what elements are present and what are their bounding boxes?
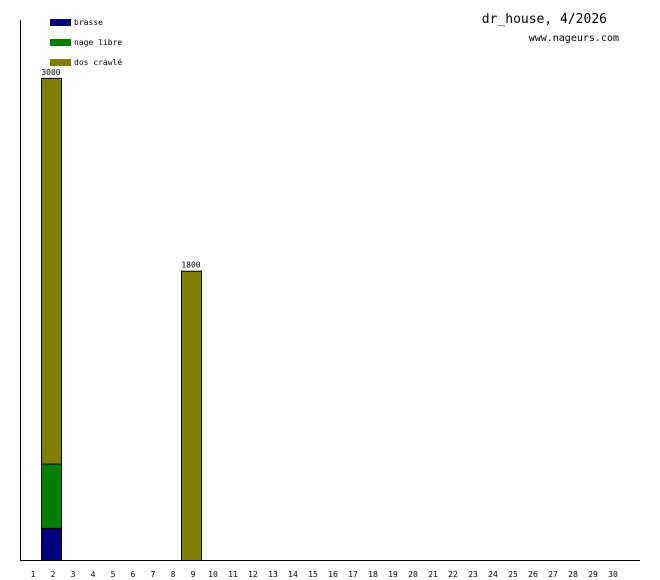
chart-subtitle: www.nageurs.com <box>529 33 619 44</box>
legend: brasse nage libre dos crawlé <box>50 18 122 67</box>
value-labels: 3000 1800 <box>41 68 200 270</box>
legend-swatch-2 <box>50 59 71 66</box>
x-tick-13: 13 <box>268 570 278 579</box>
bar-2-nage-libre <box>41 463 62 529</box>
legend-label-2: dos crawlé <box>74 57 122 67</box>
x-tick-9: 9 <box>191 570 196 579</box>
x-tick-20: 20 <box>408 570 418 579</box>
x-tick-22: 22 <box>448 570 458 579</box>
x-tick-1: 1 <box>31 570 36 579</box>
x-tick-15: 15 <box>308 570 318 579</box>
x-tick-6: 6 <box>131 570 136 579</box>
x-tick-26: 26 <box>528 570 538 579</box>
x-tick-17: 17 <box>348 570 358 579</box>
x-tick-27: 27 <box>548 570 558 579</box>
x-tick-2: 2 <box>51 570 56 579</box>
total-label-9: 1800 <box>181 261 200 270</box>
chart-title: dr_house, 4/2026 <box>482 12 607 27</box>
x-tick-10: 10 <box>208 570 218 579</box>
legend-swatch-0 <box>50 19 71 26</box>
x-tick-4: 4 <box>91 570 96 579</box>
x-tick-8: 8 <box>171 570 176 579</box>
x-tick-3: 3 <box>71 570 76 579</box>
bar-2-dos-crawlé <box>41 77 62 465</box>
x-tick-18: 18 <box>368 570 378 579</box>
legend-label-0: brasse <box>74 18 103 27</box>
x-tick-16: 16 <box>328 570 338 579</box>
x-tick-21: 21 <box>428 570 438 579</box>
x-tick-28: 28 <box>568 570 578 579</box>
legend-label-1: nage libre <box>74 38 122 47</box>
bar-9-dos-crawlé <box>181 270 202 561</box>
bar-2-brasse <box>41 527 62 561</box>
legend-swatch-1 <box>50 39 71 46</box>
x-tick-12: 12 <box>248 570 258 579</box>
x-tick-19: 19 <box>388 570 398 579</box>
x-tick-29: 29 <box>588 570 598 579</box>
x-tick-14: 14 <box>288 570 298 579</box>
x-tick-23: 23 <box>468 570 478 579</box>
bars <box>41 77 202 561</box>
x-tick-7: 7 <box>151 570 156 579</box>
x-tick-25: 25 <box>508 570 518 579</box>
x-tick-labels: 1 2 3 4 5 6 7 8 9 10 11 12 13 14 15 16 17 18 19 20 21 22 23 24 2… <box>31 570 618 579</box>
x-tick-11: 11 <box>228 570 238 579</box>
x-tick-24: 24 <box>488 570 498 579</box>
x-tick-30: 30 <box>608 570 618 579</box>
x-tick-5: 5 <box>111 570 116 579</box>
total-label-2: 3000 <box>41 68 60 77</box>
